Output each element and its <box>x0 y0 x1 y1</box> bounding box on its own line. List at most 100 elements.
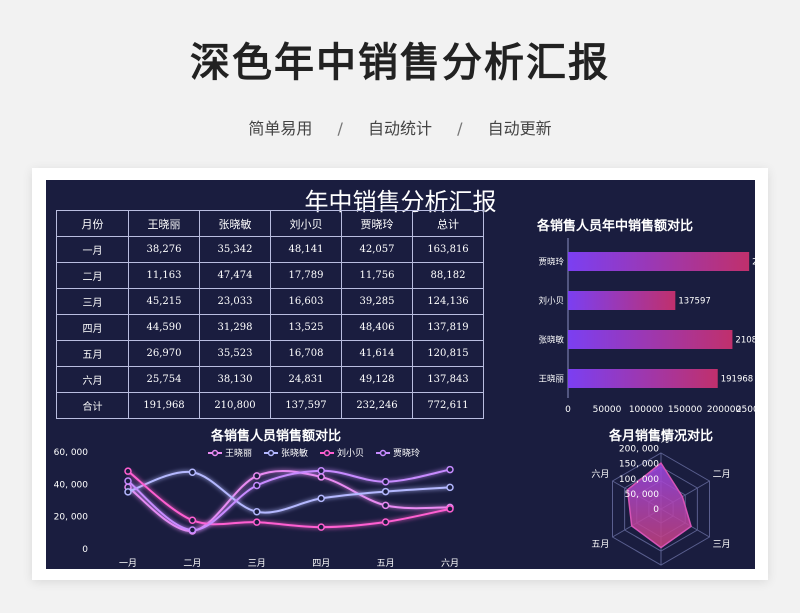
line-x-tick: 六月 <box>441 557 459 569</box>
sales-table: 月份 王晓丽 张晓敏 刘小贝 贾晓玲 总计 一月 38,276 35,342 48,1… <box>56 210 484 419</box>
table-header-cell: 月份 <box>56 210 129 237</box>
table-cell: 11,756 <box>341 262 413 289</box>
table-row: 三月 45,215 23,033 16,603 39,285 124,136 <box>56 288 484 315</box>
table-cell: 五月 <box>56 340 129 367</box>
table-cell: 31,298 <box>199 314 271 341</box>
bar-value-label: 137597 <box>678 297 710 307</box>
bar-x-tick: 150000 <box>668 405 703 415</box>
line-series <box>127 469 451 532</box>
table-cell: 25,754 <box>128 366 200 393</box>
line-point <box>317 473 325 481</box>
table-cell: 191,968 <box>128 392 200 419</box>
line-point <box>124 488 132 496</box>
table-cell: 42,057 <box>341 236 413 263</box>
legend-marker <box>379 449 387 457</box>
line-x-tick: 二月 <box>183 558 201 569</box>
radar-axis-label: 二月 <box>713 469 731 480</box>
page-title: 深色年中销售分析汇报 <box>190 40 610 86</box>
table-cell: 163,816 <box>412 236 484 263</box>
bar-category-label: 王晓丽 <box>538 374 564 385</box>
table-cell: 39,285 <box>341 288 413 315</box>
table-cell: 772,611 <box>412 392 484 419</box>
bar-value-label: 232246 <box>752 258 755 268</box>
legend-label: 刘小贝 <box>337 447 364 459</box>
line-series <box>127 468 451 531</box>
table-cell: 137,843 <box>412 366 484 393</box>
table-cell: 44,590 <box>128 314 200 341</box>
table-cell: 13,525 <box>270 314 342 341</box>
line-point <box>253 472 261 480</box>
table-cell: 210,800 <box>199 392 271 419</box>
table-cell: 三月 <box>56 288 129 315</box>
line-x-tick: 五月 <box>377 558 395 569</box>
legend-label: 王晓丽 <box>225 447 252 459</box>
table-header-cell: 张晓敏 <box>199 210 271 237</box>
table-header-cell: 贾晓玲 <box>341 210 413 237</box>
table-cell: 合计 <box>56 392 129 419</box>
radar-area <box>626 462 692 549</box>
radar-chart-title: 各月销售情况对比 <box>608 428 713 444</box>
line-point <box>446 483 454 492</box>
tag-separator: / <box>457 119 463 138</box>
radar-axis-label: 五月 <box>591 539 609 550</box>
preview-card: 年中销售分析汇报 月份 王晓丽 张晓敏 刘小贝 贾晓玲 总计 一月 38,276 3… <box>32 168 768 580</box>
line-x-tick: 一月 <box>119 558 137 569</box>
line-point <box>317 494 325 503</box>
line-point <box>188 468 197 477</box>
table-row: 合计 191,968 210,800 137,597 232,246 772,611 <box>56 392 484 419</box>
table-body: 一月 38,276 35,342 48,141 42,057 163,816 二月 11,16… <box>56 236 484 419</box>
line-point <box>253 481 261 490</box>
line-point <box>381 518 390 526</box>
bar-x-tick: 50000 <box>593 405 622 415</box>
dashboard-panel: 年中销售分析汇报 月份 王晓丽 张晓敏 刘小贝 贾晓玲 总计 一月 38,276 3… <box>46 180 755 569</box>
line-point <box>124 467 132 475</box>
legend-marker <box>211 449 219 457</box>
legend-label: 贾晓玲 <box>393 447 420 459</box>
table-cell: 35,523 <box>199 340 271 367</box>
line-chart: 各销售人员销售额对比 60, 000 40, 000 20, 000 0 一月 二月 三月 四… <box>54 428 459 569</box>
table-cell: 一月 <box>56 236 129 263</box>
table-row: 五月 26,970 35,523 16,708 41,614 120,815 <box>56 340 484 367</box>
table-cell: 48,406 <box>341 314 413 341</box>
line-point <box>446 505 454 513</box>
radar-r-tick: 100, 000 <box>619 475 659 485</box>
bar-category-label: 张晓敏 <box>538 335 564 346</box>
bar-x-tick: 100000 <box>629 405 664 415</box>
table-row: 四月 44,590 31,298 13,525 48,406 137,819 <box>56 314 484 341</box>
bar-chart: 各销售人员年中销售额对比 贾晓玲 232246 刘小贝 137597 张晓敏 210800… <box>536 218 755 415</box>
table-row: 六月 25,754 38,130 24,831 49,128 137,843 <box>56 366 484 393</box>
table-cell: 六月 <box>56 366 129 393</box>
table-cell: 47,474 <box>199 262 271 289</box>
tagline: 简单易用 / 自动统计 / 自动更新 <box>0 115 800 139</box>
radar-r-tick: 0 <box>653 505 659 515</box>
line-y-tick: 0 <box>82 545 88 555</box>
bar <box>568 369 718 388</box>
radar-r-tick: 150, 000 <box>619 460 659 470</box>
table-cell: 35,342 <box>199 236 271 263</box>
radar-axis-label: 一月 <box>652 434 670 445</box>
table-cell: 17,789 <box>270 262 342 289</box>
tag-auto-update: 自动更新 <box>487 119 552 138</box>
radar-axis-label: 六月 <box>591 468 609 480</box>
line-point <box>124 477 132 485</box>
radar-r-tick: 50, 000 <box>625 490 660 500</box>
line-point <box>253 508 261 516</box>
table-cell: 38,130 <box>199 366 271 393</box>
table-cell: 16,708 <box>270 340 342 367</box>
table-header-cell: 总计 <box>412 210 484 237</box>
table-cell: 232,246 <box>341 392 413 419</box>
tag-easy: 简单易用 <box>248 119 313 138</box>
bar-category-label: 刘小贝 <box>538 296 564 307</box>
line-point <box>381 487 390 496</box>
bar-x-tick: 0 <box>565 405 571 415</box>
line-point <box>317 523 325 531</box>
line-x-tick: 四月 <box>312 558 330 569</box>
table-header-cell: 刘小贝 <box>270 210 342 237</box>
table-header-row: 月份 王晓丽 张晓敏 刘小贝 贾晓玲 总计 <box>56 210 484 237</box>
table-cell: 45,215 <box>128 288 200 315</box>
legend-marker <box>267 449 275 457</box>
legend-marker <box>323 449 331 457</box>
table-cell: 137,597 <box>270 392 342 419</box>
table-cell: 四月 <box>56 314 129 341</box>
